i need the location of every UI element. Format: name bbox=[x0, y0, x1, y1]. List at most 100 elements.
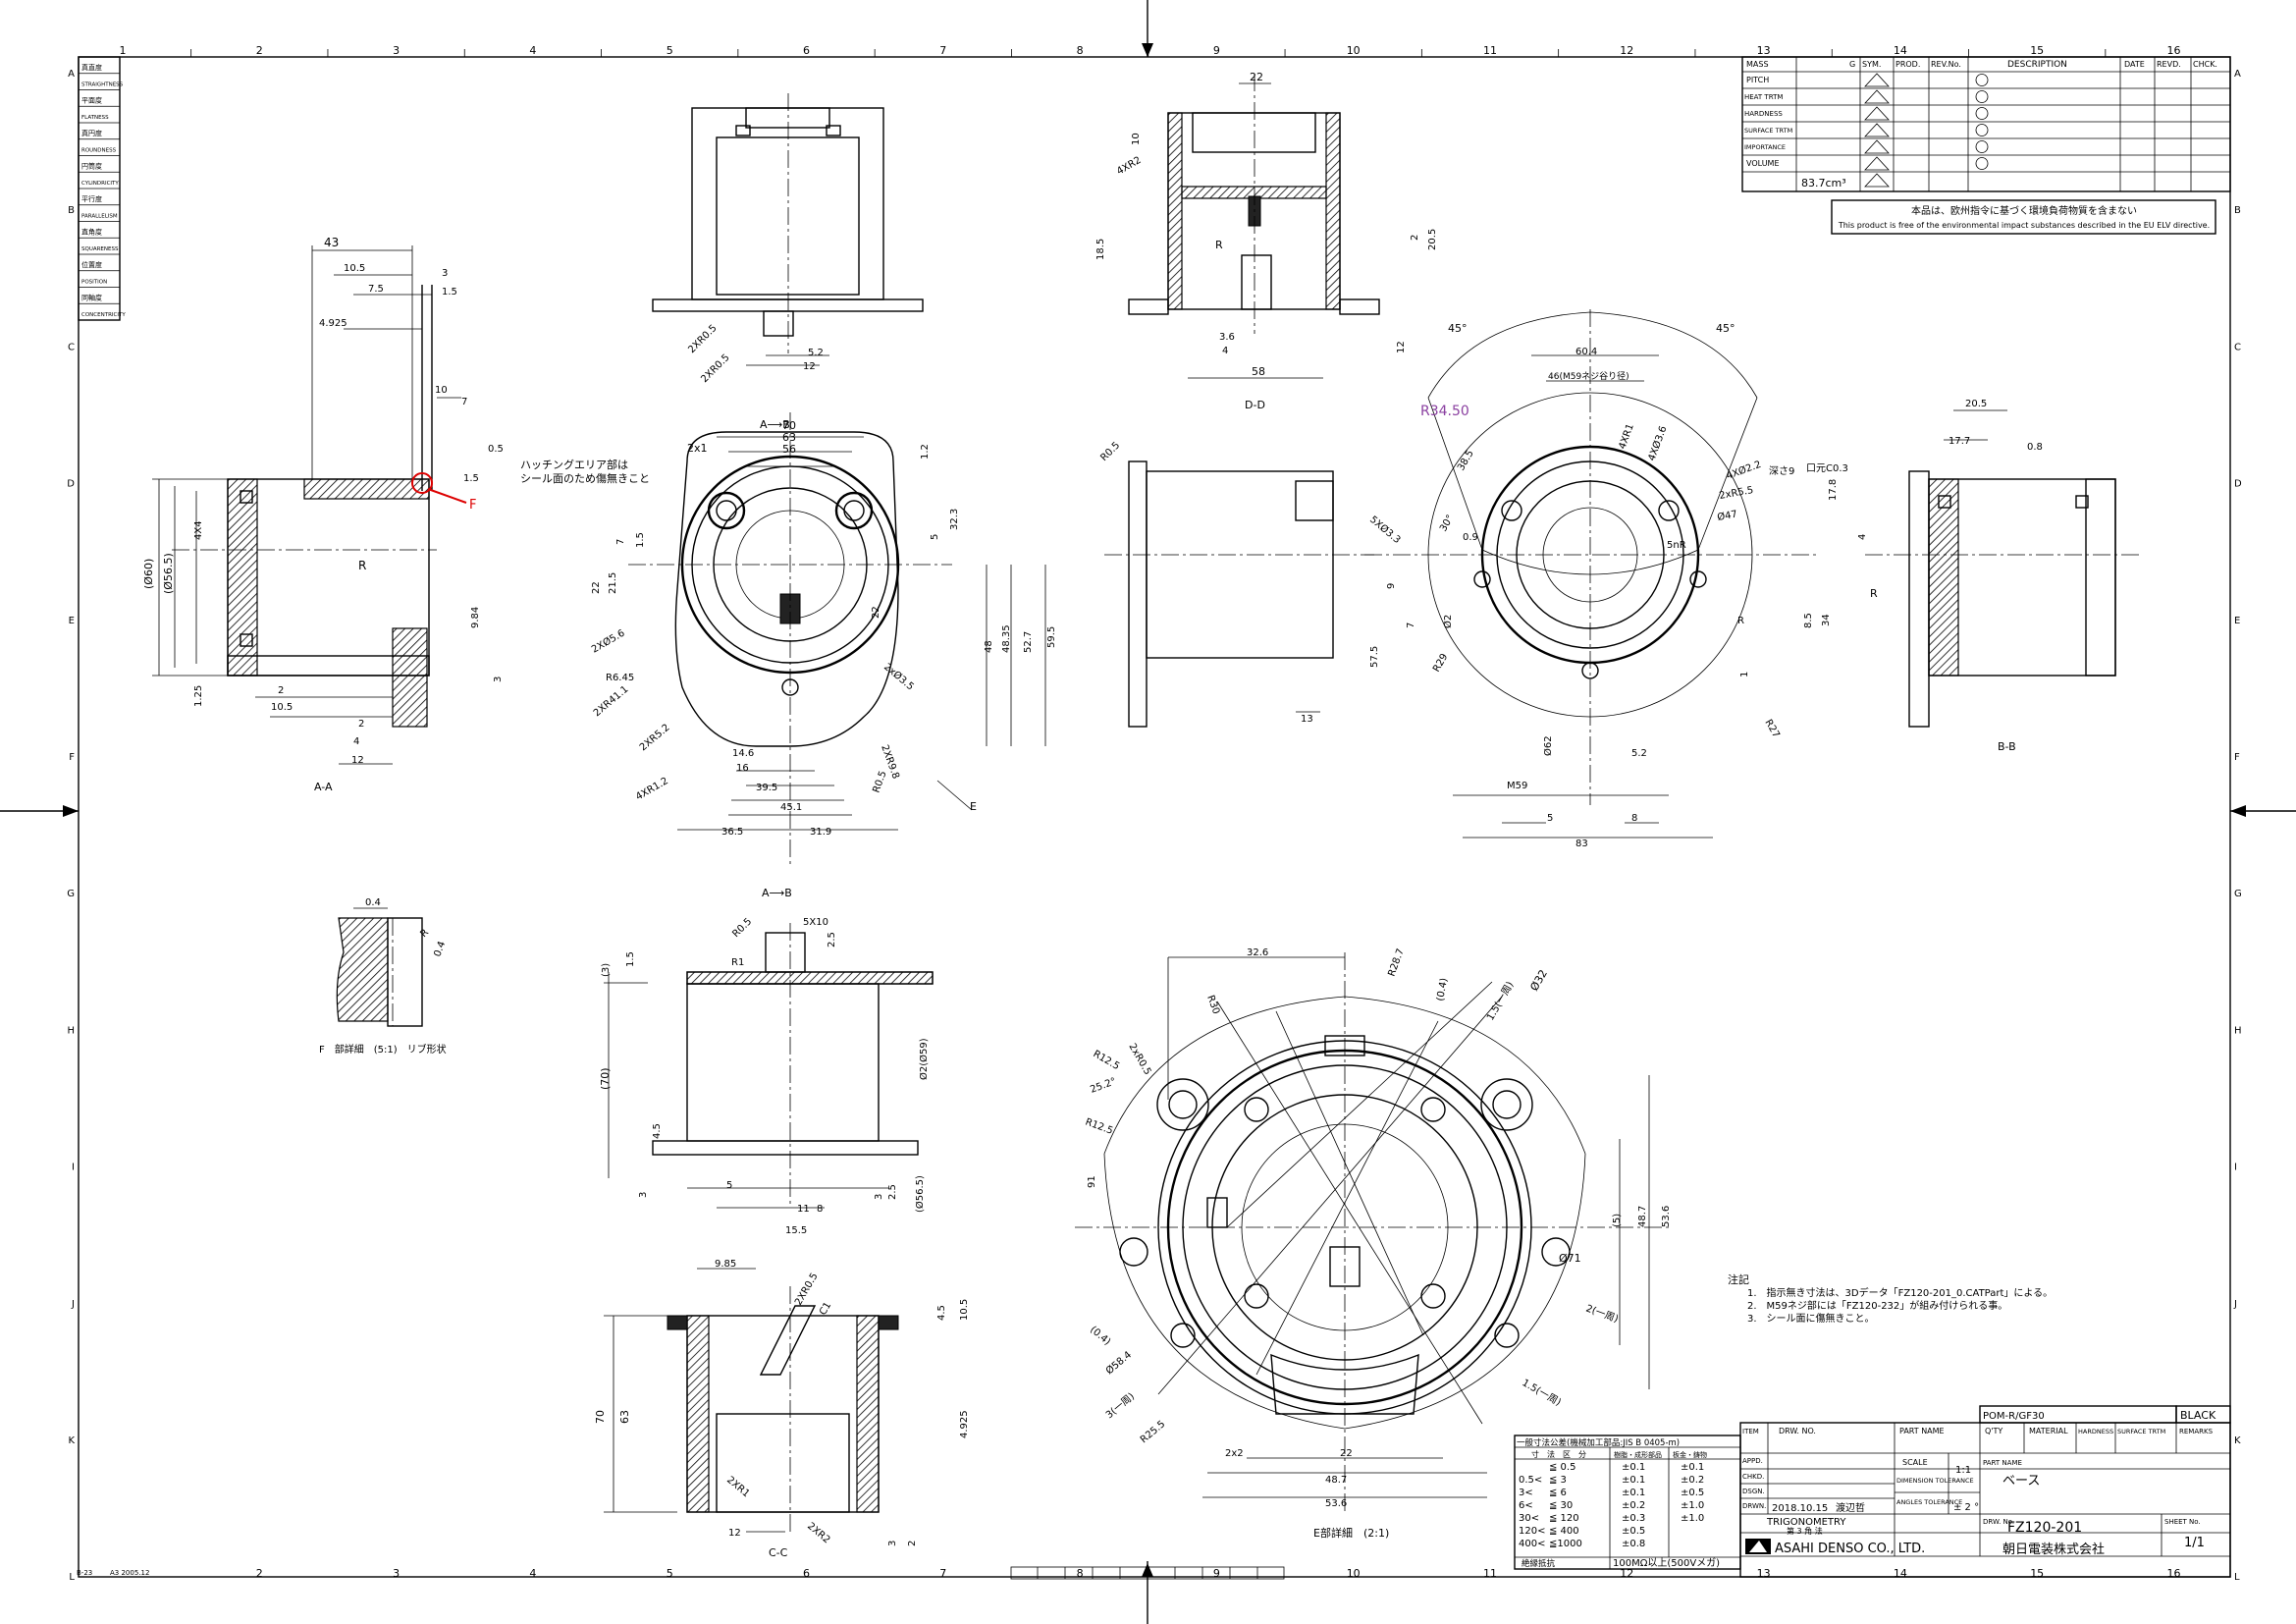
label-section-dd: D-D bbox=[1245, 399, 1265, 411]
gdt-legend-entry: SQUARENESS bbox=[81, 246, 119, 252]
frame-column-number-top: 1 bbox=[120, 44, 127, 57]
rev-header-sym: SYM. bbox=[1862, 60, 1881, 69]
dim-right-4xr1: 4XR1 bbox=[1617, 422, 1635, 451]
dim-e-1-5-perimeter-b: 1.5(一周) bbox=[1521, 1377, 1564, 1408]
dim-dd-20-5: 20.5 bbox=[1427, 229, 1438, 250]
frame-row-letter-left: F bbox=[69, 752, 75, 763]
dim-cc-4-925: 4.925 bbox=[959, 1410, 970, 1438]
tb-header-hardness: HARDNESS bbox=[2078, 1428, 2113, 1435]
frame-column-number-top: 9 bbox=[1213, 44, 1220, 57]
material-code: POM-R/GF30 bbox=[1983, 1411, 2045, 1422]
frame-row-letter-right: H bbox=[2234, 1025, 2242, 1036]
gdt-legend-entry: ROUNDNESS bbox=[81, 148, 117, 154]
tol-cell: ±1.0 bbox=[1681, 1513, 1704, 1524]
rev-header-description: DESCRIPTION bbox=[2007, 60, 2067, 70]
lower-front-elevation: 5X10 R0.5 R1 2.5 (3) 1.5 (70) Ø2(Ø59) 4.… bbox=[599, 916, 934, 1236]
tol-cell: ±0.1 bbox=[1622, 1475, 1645, 1486]
revision-circle-icon bbox=[1975, 107, 1989, 120]
dim-cc-c1: C1 bbox=[818, 1300, 833, 1317]
tb-header-qty: Q'TY bbox=[1985, 1427, 2002, 1435]
dim-right-5nr: 5nR bbox=[1667, 540, 1686, 551]
tol-cell: ≦1000 bbox=[1549, 1539, 1582, 1549]
label-section-bb: B-B bbox=[1998, 740, 2016, 753]
tb-dim-tol-label: DIMENSION TOLERANCE bbox=[1896, 1477, 1974, 1485]
frame-row-letter-right: I bbox=[2234, 1163, 2237, 1173]
dim-aa-43: 43 bbox=[324, 236, 339, 249]
dim-front-63: 63 bbox=[782, 431, 796, 444]
dim-front-16: 16 bbox=[736, 763, 749, 774]
dim-front-22b: 22 bbox=[871, 606, 881, 619]
label-section-aa: A-A bbox=[314, 781, 333, 793]
company-logo bbox=[1745, 1539, 1771, 1554]
dim-aa-10-5: 10.5 bbox=[344, 263, 365, 274]
frame-column-number-bottom: 13 bbox=[1757, 1567, 1771, 1580]
frame-column-number-bottom: 6 bbox=[803, 1567, 810, 1580]
dim-front-32-3: 32.3 bbox=[949, 509, 960, 530]
dim-e-r12-5b: R12.5 bbox=[1084, 1116, 1114, 1136]
frame-column-number-bottom: 4 bbox=[529, 1567, 536, 1580]
frame-column-number-top: 2 bbox=[256, 44, 263, 57]
eu-elv-note-en: This product is free of the environmenta… bbox=[1838, 221, 2210, 230]
dim-e-d71: Ø71 bbox=[1559, 1252, 1581, 1265]
dim-lf-70: (70) bbox=[599, 1067, 612, 1090]
tol-cell: ±0.1 bbox=[1681, 1462, 1704, 1473]
gdt-legend-entry: PARALLELISM bbox=[81, 214, 118, 220]
frame-row-letter-right: J bbox=[2233, 1299, 2237, 1310]
tol-cell: 6< bbox=[1519, 1500, 1533, 1511]
frame-column-number-top: 3 bbox=[393, 44, 400, 57]
hatch-note-line1: ハッチングエリア部は bbox=[520, 458, 628, 471]
dim-right-4xd3-6: 4XØ3.6 bbox=[1646, 424, 1670, 462]
dim-right-depth9: 深さ9 bbox=[1769, 465, 1794, 477]
dim-e-2xr0-5: 2xR0.5 bbox=[1126, 1042, 1152, 1077]
frame-row-letter-left: G bbox=[67, 889, 75, 899]
dim-e-48-7b: 48.7 bbox=[1325, 1475, 1347, 1486]
tb-dsgn: DSGN. bbox=[1742, 1488, 1765, 1495]
dim-front-5: 5 bbox=[930, 534, 940, 540]
dim-e-2x2: 2x2 bbox=[1225, 1448, 1244, 1459]
tol-cell: ±0.2 bbox=[1681, 1475, 1704, 1486]
dim-cc-2xr2: 2XR2 bbox=[805, 1521, 831, 1545]
tb-drwn: DRWN. bbox=[1742, 1502, 1766, 1510]
dim-right-46-m59: 46(M59ネジ谷り径) bbox=[1548, 370, 1629, 382]
dim-front-48-35: 48.35 bbox=[1001, 624, 1012, 653]
tol-footer-right: 100MΩ以上(500Vメガ) bbox=[1613, 1557, 1720, 1569]
dim-lf-2-5b: 2.5 bbox=[887, 1184, 898, 1200]
frame-row-letter-right: K bbox=[2234, 1435, 2241, 1446]
dim-aa-9-84: 9.84 bbox=[470, 607, 481, 628]
dim-e-2-perimeter: 2(一周) bbox=[1584, 1303, 1620, 1326]
gdt-legend-entry: 円筒度 bbox=[81, 161, 102, 170]
gdt-legend-entry: 同軸度 bbox=[81, 293, 102, 301]
dim-front-2xd5-6: 2XØ5.6 bbox=[590, 627, 627, 656]
tol-cell: ≦ 3 bbox=[1549, 1475, 1567, 1486]
note-item-3: 3. シール面に傷無きこと。 bbox=[1747, 1312, 1875, 1325]
frame-row-letter-left: L bbox=[69, 1572, 75, 1583]
dim-bb-r: R bbox=[1870, 587, 1878, 600]
frame-row-letter-left: D bbox=[67, 479, 75, 490]
gdt-legend-entry: CONCENTRICITY bbox=[81, 312, 126, 318]
dim-right-9: 9 bbox=[1386, 583, 1397, 589]
frame-column-number-bottom: 11 bbox=[1483, 1567, 1497, 1580]
section-view-cc: 9.85 2XR0.5 C1 4.5 10.5 70 63 4.925 2XR1… bbox=[594, 1259, 970, 1559]
drawing-notes: 注記 1. 指示無き寸法は、3Dデータ「FZ120-201_0.CATPart」… bbox=[1728, 1272, 2053, 1325]
dim-dd-3-6: 3.6 bbox=[1219, 332, 1235, 343]
frame-column-number-top: 8 bbox=[1077, 44, 1084, 57]
tol-cell: ±0.5 bbox=[1681, 1488, 1704, 1498]
dim-e-48-7: 48.7 bbox=[1637, 1206, 1648, 1227]
frame-column-number-bottom: 15 bbox=[2030, 1567, 2044, 1580]
tb-header-surface: SURFACE TRTM bbox=[2117, 1428, 2165, 1435]
frame-row-letter-left: A bbox=[68, 69, 75, 80]
dim-side-r0-5: R0.5 bbox=[1098, 440, 1122, 463]
dim-e-53-6b: 53.6 bbox=[1325, 1498, 1347, 1509]
tb-trig-jp: 第 3 角 法 bbox=[1787, 1526, 1823, 1536]
tb-header-drwno: DRW. NO. bbox=[1779, 1427, 1816, 1435]
rev-row-heat: HEAT TRTM bbox=[1744, 93, 1783, 101]
dim-front-r6-45: R6.45 bbox=[606, 673, 634, 683]
frame-column-number-bottom: 8 bbox=[1077, 1567, 1084, 1580]
dim-right-4xd2-2: 4XØ2.2 bbox=[1725, 459, 1763, 482]
callout-e: E bbox=[970, 800, 977, 813]
frame-row-letter-right: E bbox=[2234, 616, 2240, 626]
dim-top-12: 12 bbox=[803, 361, 816, 372]
tb-date: 2018.10.15 bbox=[1772, 1503, 1828, 1514]
dim-right-1: 1 bbox=[1739, 672, 1750, 677]
